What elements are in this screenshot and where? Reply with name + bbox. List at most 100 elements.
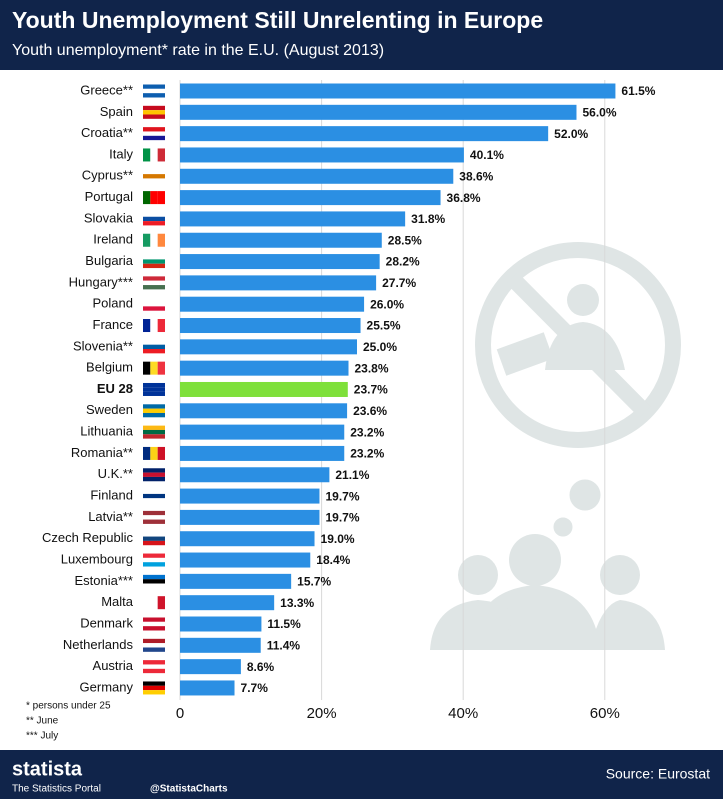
category-label: Sweden [86, 402, 133, 417]
flag [143, 114, 165, 119]
value-label: 27.7% [382, 276, 416, 290]
flag [143, 412, 165, 418]
flag [157, 446, 165, 460]
value-label: 61.5% [621, 84, 655, 98]
flag [150, 319, 158, 333]
flag [143, 489, 165, 494]
category-label: Poland [93, 296, 133, 311]
value-label: 19.7% [325, 511, 359, 525]
flag [143, 690, 165, 695]
footer-handle: @StatistaCharts [150, 784, 228, 795]
category-label: Romania** [71, 445, 133, 460]
flag [143, 135, 165, 141]
flag [143, 532, 165, 537]
value-label: 23.2% [350, 425, 384, 439]
category-label: Austria [93, 658, 134, 673]
flag [143, 221, 165, 226]
flag [143, 446, 151, 460]
flag [143, 233, 151, 247]
flag [143, 391, 165, 396]
category-label: Estonia*** [74, 573, 133, 588]
flag [150, 361, 158, 375]
flag [143, 306, 165, 311]
value-label: 38.6% [459, 169, 493, 183]
category-label: Latvia** [88, 509, 133, 524]
flag [157, 319, 165, 333]
flag [143, 510, 165, 516]
bar [180, 403, 348, 419]
flag [143, 476, 165, 482]
value-label: 11.5% [267, 617, 301, 631]
category-label: Croatia** [81, 125, 133, 140]
flag [143, 647, 165, 652]
flag [143, 259, 165, 264]
category-label: Lithuania [80, 424, 134, 439]
chart-subtitle: Youth unemployment* rate in the E.U. (Au… [12, 42, 384, 59]
flag [143, 361, 151, 375]
flag [143, 297, 165, 303]
flag [143, 626, 165, 631]
flag [143, 255, 165, 260]
bar [180, 211, 406, 227]
flag [143, 93, 165, 98]
flag [143, 583, 165, 588]
flag [143, 276, 165, 281]
category-label: Cyprus** [82, 168, 133, 183]
flag [143, 617, 165, 622]
bar [180, 318, 361, 334]
flag [143, 540, 165, 546]
bar [180, 83, 616, 99]
bar [180, 616, 262, 632]
bar [180, 254, 380, 270]
bar [180, 637, 261, 653]
flag [143, 191, 151, 205]
value-label: 52.0% [554, 127, 588, 141]
x-tick-label: 20% [307, 705, 337, 722]
flag [143, 88, 165, 94]
flag [143, 280, 165, 286]
flag [143, 425, 165, 430]
flag [143, 340, 165, 345]
bar [180, 595, 275, 611]
bar [180, 509, 320, 525]
bar [180, 168, 454, 184]
flag [143, 434, 165, 439]
value-label: 28.2% [386, 255, 420, 269]
flag [143, 319, 151, 333]
category-label: Portugal [85, 189, 134, 204]
flag [143, 174, 165, 179]
value-label: 25.0% [363, 340, 397, 354]
flag [143, 105, 165, 111]
chart-title: Youth Unemployment Still Unrelenting in … [12, 7, 543, 33]
value-label: 11.4% [267, 638, 301, 652]
category-label: Netherlands [63, 637, 134, 652]
category-label: Germany [80, 679, 134, 694]
flag [150, 233, 158, 247]
footer [0, 750, 723, 799]
value-label: 19.7% [325, 489, 359, 503]
flag [143, 344, 165, 350]
bar [180, 659, 241, 675]
flag [143, 169, 165, 175]
bar [180, 104, 577, 120]
flag [143, 562, 165, 567]
flag [143, 498, 165, 503]
footer-tagline: The Statistics Portal [12, 784, 101, 795]
flag [157, 148, 165, 162]
flag [143, 404, 165, 409]
bar [180, 126, 549, 142]
flag [143, 349, 165, 354]
flag [143, 408, 165, 413]
flag [143, 668, 165, 674]
flag [150, 596, 158, 610]
flag [143, 302, 165, 307]
bar [180, 424, 345, 440]
category-label: Luxembourg [61, 551, 133, 566]
value-label: 28.5% [388, 233, 422, 247]
value-label: 7.7% [241, 681, 269, 695]
value-label: 19.0% [321, 532, 355, 546]
category-label: Finland [90, 488, 133, 503]
category-label: Ireland [93, 232, 133, 247]
value-label: 26.0% [370, 297, 404, 311]
